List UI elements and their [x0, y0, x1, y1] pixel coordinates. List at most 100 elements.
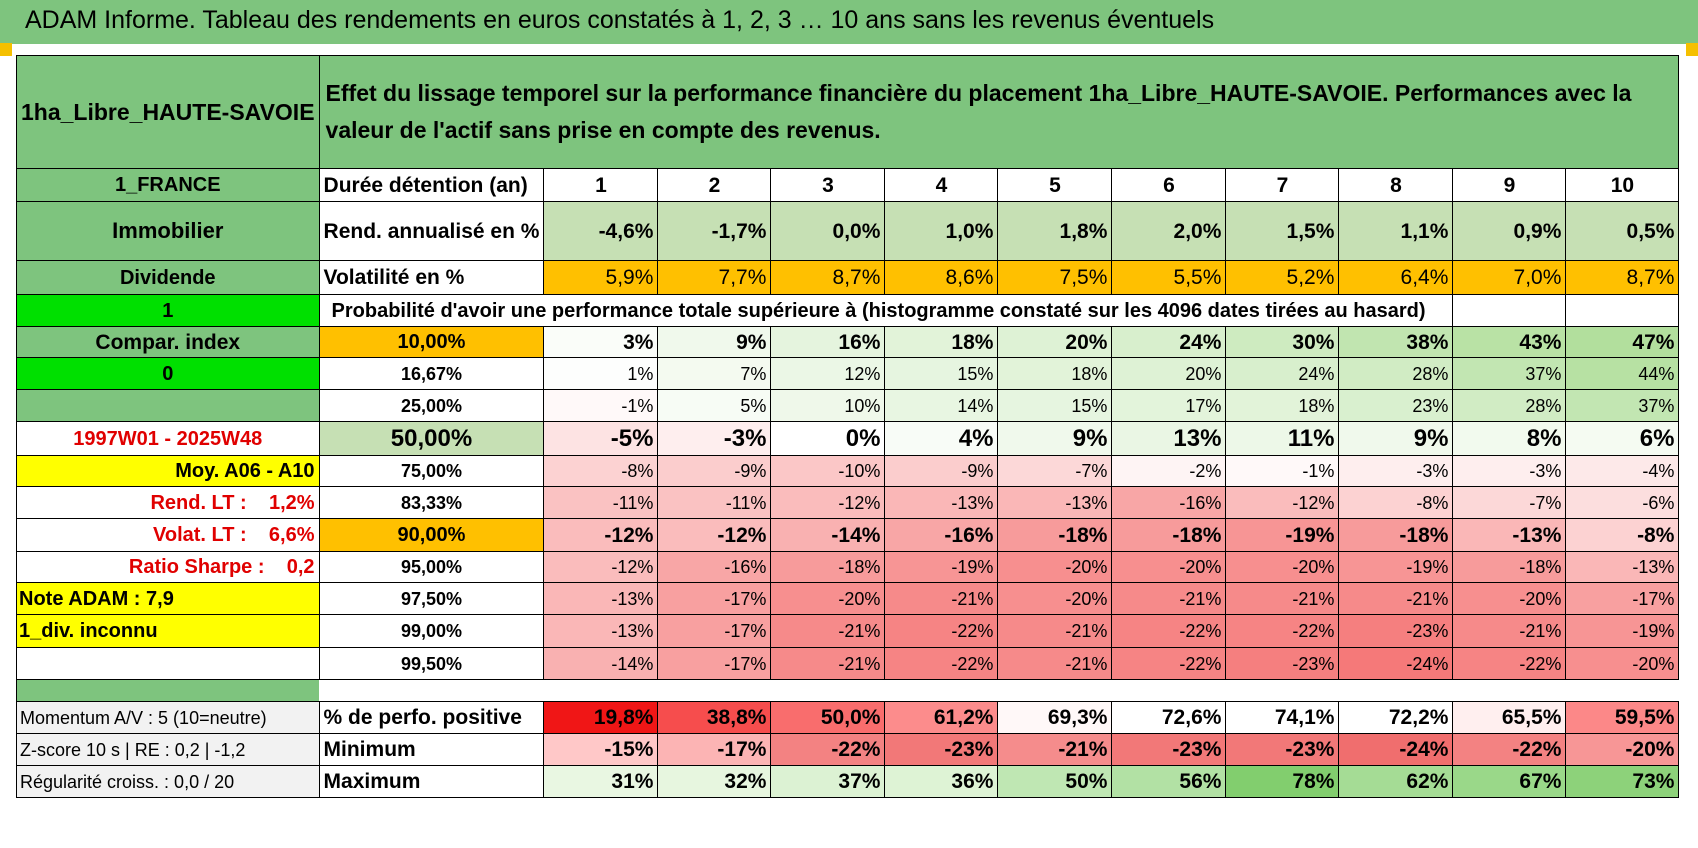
positive-cell: 38,8% — [657, 701, 772, 734]
probability-cell: -18% — [1111, 518, 1227, 552]
probability-cell: -5% — [543, 421, 659, 456]
probability-cell: -17% — [657, 614, 772, 648]
maximum-row: Régularité croiss. : 0,0 / 20 Maximum 31% 3… — [16, 765, 1680, 798]
threshold-label: 95,00% — [318, 551, 545, 583]
probability-cell: 37% — [1565, 389, 1680, 422]
maximum-cell: 31% — [543, 765, 659, 798]
positive-cell: 72,2% — [1338, 701, 1454, 734]
volat-cell: 8,6% — [884, 260, 999, 295]
probability-cell: -8% — [543, 455, 659, 487]
minimum-cell: -21% — [997, 733, 1113, 766]
probability-row: 99,50% -14% -17% -21% -22% -21% -22% -23% -24% -2… — [16, 647, 1680, 680]
left-edge-marker — [0, 43, 12, 56]
probability-cell: -20% — [997, 551, 1113, 583]
maximum-cell: 32% — [657, 765, 772, 798]
probability-cell: -20% — [1452, 582, 1567, 615]
threshold-label: 25,00% — [318, 389, 545, 422]
probability-title-row: 1 Probabilité d'avoir une performance to… — [16, 294, 1680, 327]
probability-cell: -21% — [1338, 582, 1454, 615]
minimum-cell: -24% — [1338, 733, 1454, 766]
flag-0-cell[interactable]: 0 — [16, 357, 320, 390]
threshold-label: 83,33% — [318, 486, 545, 519]
probability-cell: 5% — [657, 389, 772, 422]
probability-cell: 1% — [543, 357, 659, 390]
minimum-cell: -23% — [1111, 733, 1227, 766]
probability-cell: -17% — [1565, 582, 1680, 615]
maximum-cell: 62% — [1338, 765, 1454, 798]
probability-cell: 47% — [1565, 326, 1680, 358]
flag-1-cell[interactable]: 1 — [16, 294, 320, 327]
probability-cell: 28% — [1338, 357, 1454, 390]
maximum-cell: 56% — [1111, 765, 1227, 798]
threshold-label: 99,00% — [318, 614, 545, 648]
probability-cell: -18% — [1338, 518, 1454, 552]
probability-cell: -14% — [543, 647, 659, 680]
threshold-label: 16,67% — [318, 357, 545, 390]
zscore-label: Z-score 10 s | RE : 0,2 | -1,2 — [16, 733, 320, 766]
duration-cell: 4 — [884, 168, 999, 202]
compar-index-label: Compar. index — [16, 326, 320, 358]
minimum-label: Minimum — [318, 733, 545, 766]
probability-cell: -13% — [1565, 551, 1680, 583]
probability-cell: -11% — [657, 486, 772, 519]
moy-label: Moy. A06 - A10 — [16, 455, 320, 487]
rend-label: Rend. annualisé en % — [318, 201, 545, 261]
positive-cell: 72,6% — [1111, 701, 1227, 734]
threshold-label: 75,00% — [318, 455, 545, 487]
positive-cell: 74,1% — [1225, 701, 1340, 734]
probability-cell: 18% — [1225, 389, 1340, 422]
div-label: 1_div. inconnu — [16, 614, 320, 648]
probability-row: Moy. A06 - A10 75,00% -8% -9% -10% -9% -7% -2% -… — [16, 455, 1680, 487]
probability-cell: -12% — [543, 518, 659, 552]
maximum-label: Maximum — [318, 765, 545, 798]
minimum-cell: -17% — [657, 733, 772, 766]
empty-cell — [16, 647, 320, 680]
probability-cell: -12% — [657, 518, 772, 552]
minimum-cell: -15% — [543, 733, 659, 766]
maximum-cell: 36% — [884, 765, 999, 798]
probability-cell: -21% — [997, 647, 1113, 680]
maximum-cell: 50% — [997, 765, 1113, 798]
probability-row: 1_div. inconnu 99,00% -13% -17% -21% -22% -21%… — [16, 614, 1680, 648]
probability-cell: -11% — [543, 486, 659, 519]
empty-cell — [1565, 294, 1680, 327]
probability-cell: -13% — [543, 582, 659, 615]
probability-cell: -19% — [1338, 551, 1454, 583]
rend-cell: 1,1% — [1338, 201, 1454, 261]
duration-cell: 5 — [997, 168, 1113, 202]
probability-cell: -18% — [770, 551, 886, 583]
spacer-green-cell — [16, 679, 320, 702]
probability-cell: -13% — [997, 486, 1113, 519]
probability-cell: -22% — [1225, 614, 1340, 648]
asset-description: Effet du lissage temporel sur la perform… — [318, 55, 1680, 169]
probability-cell: 9% — [997, 421, 1113, 456]
probability-cell: -22% — [884, 614, 999, 648]
probability-cell: -22% — [1111, 614, 1227, 648]
maximum-cell: 37% — [770, 765, 886, 798]
empty-cell — [1452, 294, 1567, 327]
volat-cell: 8,7% — [770, 260, 886, 295]
country-label: 1_FRANCE — [16, 168, 320, 202]
probability-cell: -8% — [1565, 518, 1680, 552]
probability-cell: 6% — [1565, 421, 1680, 456]
volat-cell: 7,0% — [1452, 260, 1567, 295]
rend-cell: 1,0% — [884, 201, 999, 261]
positive-cell: 19,8% — [543, 701, 659, 734]
probability-row: Ratio Sharpe : 0,2 95,00% -12% -16% -18% -19%… — [16, 551, 1680, 583]
momentum-label: Momentum A/V : 5 (10=neutre) — [16, 701, 320, 734]
rend-cell: -4,6% — [543, 201, 659, 261]
maximum-cell: 67% — [1452, 765, 1567, 798]
positive-cell: 65,5% — [1452, 701, 1567, 734]
duration-cell: 10 — [1565, 168, 1680, 202]
threshold-label: 99,50% — [318, 647, 545, 680]
threshold-label: 50,00% — [318, 421, 545, 456]
maximum-cell: 78% — [1225, 765, 1340, 798]
spacer-cell — [319, 680, 1679, 702]
probability-cell: -22% — [1111, 647, 1227, 680]
probability-cell: 12% — [770, 357, 886, 390]
probability-cell: 11% — [1225, 421, 1340, 456]
rend-cell: 1,5% — [1225, 201, 1340, 261]
spacer-row — [16, 679, 1679, 702]
threshold-label: 10,00% — [318, 326, 545, 358]
probability-row: Note ADAM : 7,9 97,50% -13% -17% -20% -21% -20… — [16, 582, 1680, 615]
